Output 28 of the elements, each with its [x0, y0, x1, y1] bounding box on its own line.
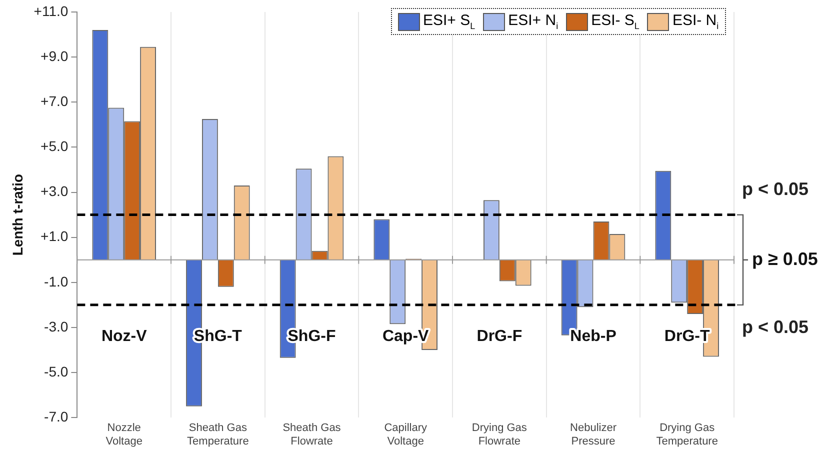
legend-label: ESI+ S$_{L}$: [423, 12, 476, 31]
text: p ≥ 0.05: [752, 248, 818, 269]
legend-label: ESI- S$_{L}$: [591, 12, 640, 31]
x-tick-label: Sheath Gas Flowrate: [282, 422, 342, 448]
ref-line-label: p < 0.05: [742, 316, 809, 337]
annotation: Noz-V: [101, 328, 148, 345]
x-tick-label: Sheath Gas Temperature: [187, 422, 249, 448]
legend-label: ESI+ N$_{i}$: [508, 12, 558, 31]
y-tick-label: +11.0: [34, 2, 68, 19]
y-tick-label: +7.0: [40, 92, 68, 109]
y-tick-label: +9.0: [40, 48, 68, 64]
ref-line-label: p < 0.05: [742, 178, 809, 199]
y-axis-title: Lenth t-ratio: [9, 174, 26, 256]
legend-label: ESI- N$_{i}$: [672, 12, 719, 31]
x-tick-label: Drying Gas Temperature: [656, 422, 718, 448]
y-tick-label: -1.0: [44, 273, 68, 290]
x-tick-label: Capillary Voltage: [384, 422, 428, 448]
x-tick-label: Nebulizer Pressure: [570, 422, 617, 448]
x-tick-label: Nozzle Voltage: [106, 422, 142, 448]
y-tick-label: -5.0: [44, 363, 68, 380]
annotation: Neb-P: [570, 328, 617, 345]
y-tick-label: +3.0: [40, 183, 68, 200]
y-tick-label: +5.0: [40, 138, 68, 154]
annotation: DrG-F: [476, 328, 522, 345]
y-tick-label: +1.0: [40, 228, 68, 244]
y-tick-label: -3.0: [44, 318, 68, 334]
x-tick-label: Drying Gas Flowrate: [472, 422, 528, 448]
y-tick-label: -7.0: [44, 408, 68, 424]
